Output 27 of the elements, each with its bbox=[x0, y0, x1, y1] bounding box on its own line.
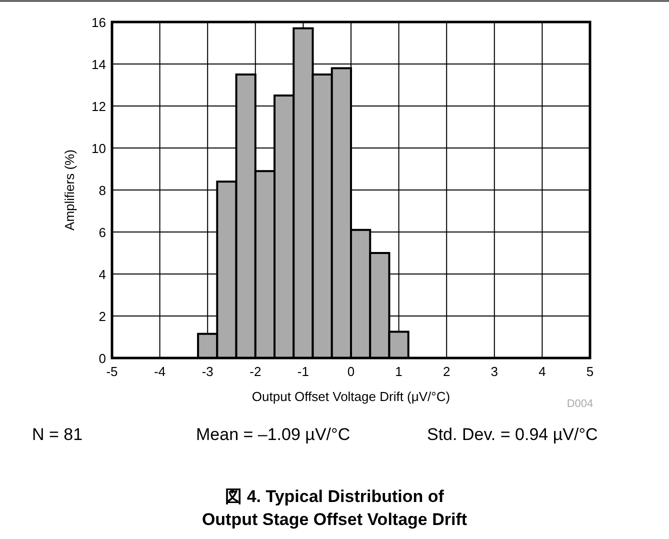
y-axis-title: Amplifiers (%) bbox=[62, 150, 77, 230]
x-tick-label: 3 bbox=[490, 364, 498, 379]
text: Mean = –1.09 µV/°C bbox=[196, 425, 350, 444]
x-tick-label: -4 bbox=[154, 364, 166, 379]
text: N = 81 bbox=[32, 425, 83, 444]
x-tick-label: 1 bbox=[395, 364, 402, 379]
y-tick-label: 6 bbox=[98, 225, 106, 240]
text: D004 bbox=[566, 398, 594, 410]
y-tick-label: 14 bbox=[92, 57, 106, 72]
y-tick-label: 0 bbox=[98, 351, 106, 366]
x-tick-label: -1 bbox=[297, 364, 309, 379]
x-tick-label: -3 bbox=[202, 364, 214, 379]
x-tick-label: 5 bbox=[586, 364, 594, 379]
x-tick-label: -2 bbox=[250, 364, 262, 379]
x-tick-label: 4 bbox=[538, 364, 546, 379]
y-tick-label: 10 bbox=[92, 141, 106, 156]
y-tick-label: 4 bbox=[98, 267, 106, 282]
x-tick-label: -5 bbox=[106, 364, 118, 379]
y-tick-label: 12 bbox=[92, 99, 106, 114]
y-tick-label: 16 bbox=[92, 15, 106, 30]
text: Std. Dev. = 0.94 µV/°C bbox=[427, 425, 598, 444]
y-tick-label: 2 bbox=[98, 309, 106, 324]
x-tick-label: 2 bbox=[442, 364, 450, 379]
y-tick-label: 8 bbox=[98, 183, 106, 198]
x-tick-label: 0 bbox=[347, 364, 355, 379]
text: 図 4. Typical Distribution of Output Stage Offset Voltage Drift bbox=[202, 487, 468, 529]
x-axis-title: Output Offset Voltage Drift (μV/°C) bbox=[252, 389, 450, 404]
